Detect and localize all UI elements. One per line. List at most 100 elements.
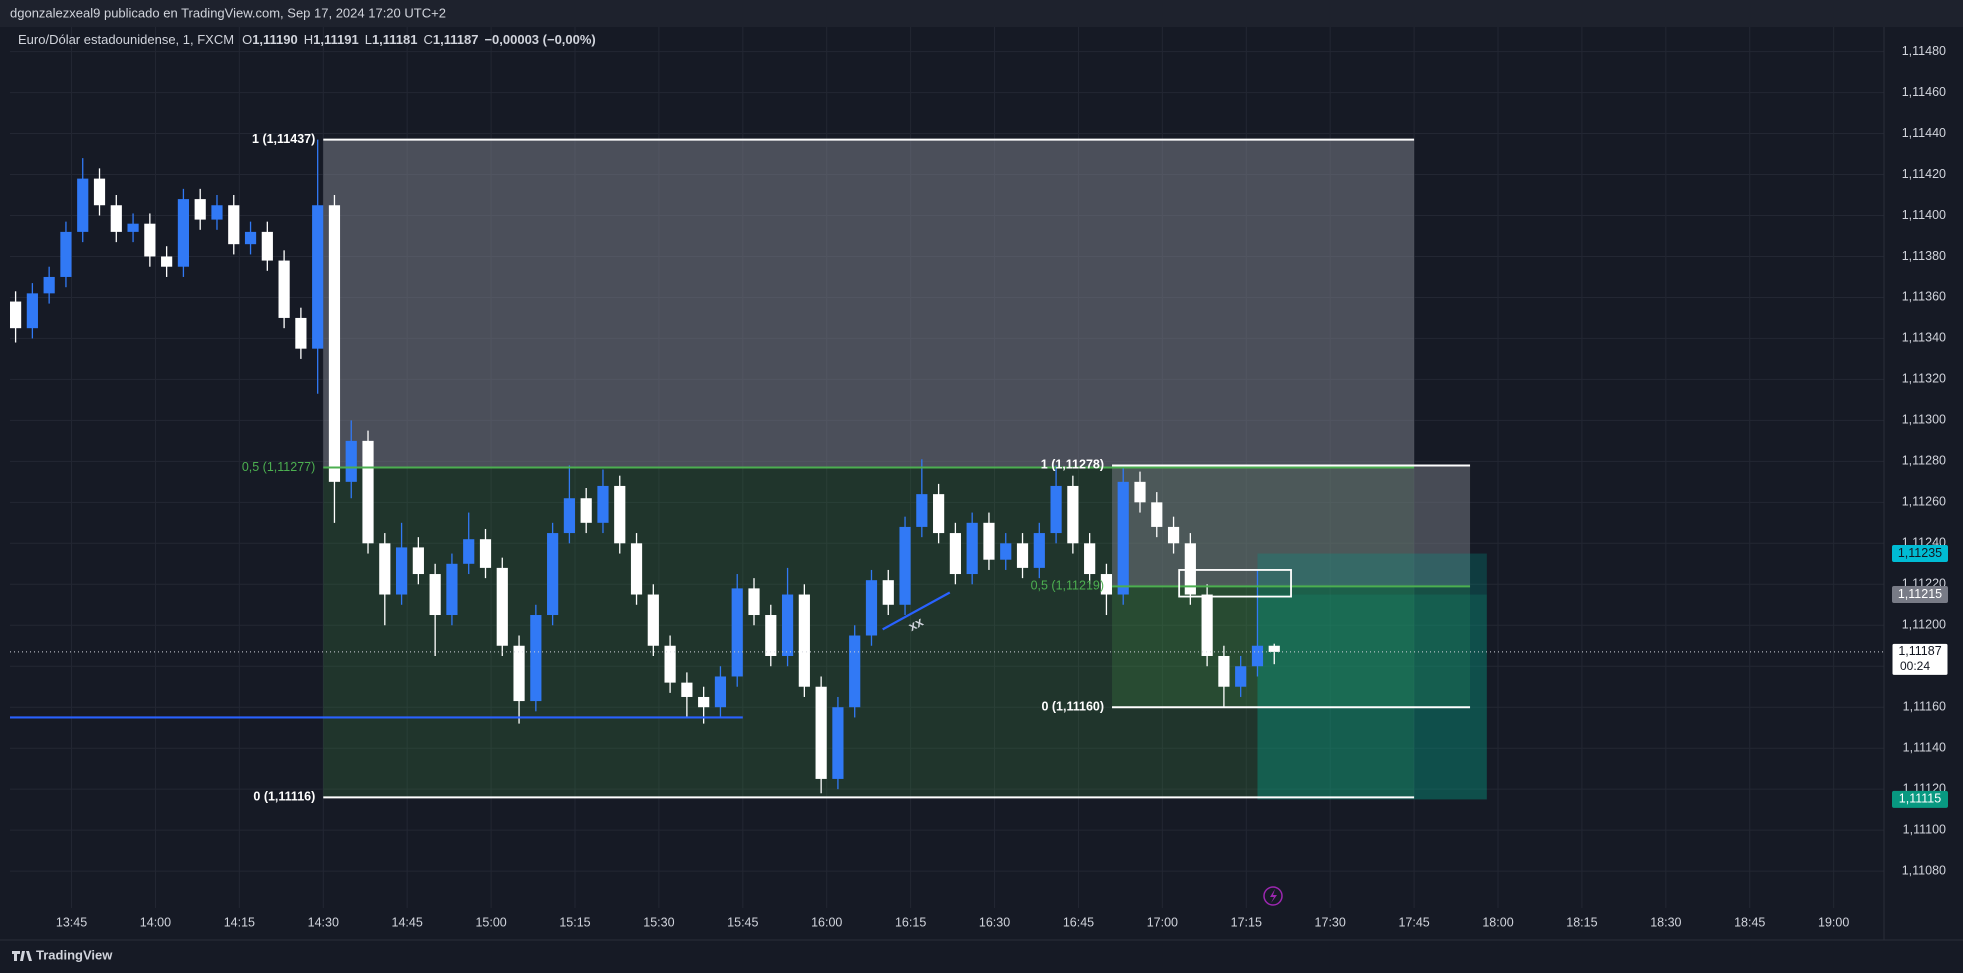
drawn-rect xyxy=(1178,569,1292,598)
candle-body xyxy=(1050,485,1062,534)
x-tick-label: 15:15 xyxy=(559,915,590,929)
candle-body xyxy=(966,522,978,575)
ohlc-value: 1,11181 xyxy=(372,32,418,47)
candle-body xyxy=(43,276,55,294)
candle-body xyxy=(479,539,492,568)
candle-body xyxy=(1067,485,1079,544)
y-tick-label: 1,11420 xyxy=(1902,167,1946,181)
x-tick-label: 18:15 xyxy=(1566,915,1597,929)
candle-body xyxy=(832,707,844,779)
candle-body xyxy=(1084,543,1096,575)
candle-body xyxy=(614,485,626,544)
candle-body xyxy=(312,205,324,349)
candle-body xyxy=(748,588,760,616)
candle-body xyxy=(328,205,341,482)
candle-body xyxy=(1033,533,1045,568)
candle-body xyxy=(647,594,659,646)
position-zone xyxy=(1257,594,1487,800)
ohlc-key: O xyxy=(242,32,252,47)
ohlc-key: H xyxy=(304,32,313,47)
y-tick-label: 1,11340 xyxy=(1902,331,1946,345)
fib-label: 0 (1,11160) xyxy=(1041,700,1104,714)
candle-body xyxy=(630,543,643,595)
y-tick-label: 1,11280 xyxy=(1902,454,1946,468)
price-label: 1,11215 xyxy=(1898,587,1942,601)
fib-label: 1 (1,11437) xyxy=(252,132,315,146)
candle-body xyxy=(1184,543,1196,595)
candle-body xyxy=(731,588,743,677)
attribution: dgonzalezxeal9 publicado en TradingView.… xyxy=(10,5,446,20)
y-tick-label: 1,11300 xyxy=(1902,413,1946,427)
candle-body xyxy=(781,594,794,656)
candle-body xyxy=(580,498,592,523)
candle-body xyxy=(949,533,961,575)
candle-body xyxy=(664,645,676,683)
x-tick-label: 14:15 xyxy=(224,915,255,929)
position-zone xyxy=(1257,553,1487,595)
candle-body xyxy=(714,676,727,708)
symbol: Euro/Dólar estadounidense, 1, FXCM xyxy=(18,32,234,47)
candle-body xyxy=(1117,481,1129,595)
x-tick-label: 13:45 xyxy=(56,915,87,929)
price-label: 1,11235 xyxy=(1898,546,1942,560)
x-tick-label: 18:00 xyxy=(1482,915,1513,929)
x-tick-label: 19:00 xyxy=(1818,915,1849,929)
ohlc-key: L xyxy=(365,32,372,47)
candle-body xyxy=(899,526,911,605)
symbol-header: Euro/Dólar estadounidense, 1, FXCM O1,111… xyxy=(18,32,596,47)
fib-zone xyxy=(323,139,1415,468)
candle-body xyxy=(1251,645,1264,667)
y-tick-label: 1,11380 xyxy=(1902,249,1946,263)
y-tick-label: 1,11260 xyxy=(1902,495,1946,509)
price-label-bg xyxy=(1891,642,1949,676)
candle-body xyxy=(698,696,710,708)
candle-body xyxy=(26,293,38,329)
candle-body xyxy=(93,178,106,206)
candle-body xyxy=(412,547,424,575)
fib-label: 0,5 (1,11277) xyxy=(242,460,315,474)
attribution-bar xyxy=(0,0,1963,27)
candle-body xyxy=(496,567,508,646)
fib-zone xyxy=(1112,586,1471,708)
drawn-line xyxy=(882,591,951,631)
candle-body xyxy=(429,574,441,616)
plot-area: 1 (1,11437) 0,5 (1,11277) 0 (1,11116) 1 (1,… xyxy=(10,27,1884,908)
candle-body xyxy=(865,580,878,636)
candle-body xyxy=(563,498,575,534)
candle-body xyxy=(983,522,995,560)
candle-body xyxy=(1100,574,1113,595)
price-label: 1,11115 xyxy=(1899,792,1941,806)
candle-body xyxy=(530,615,542,702)
candle-body xyxy=(916,494,928,527)
change: −0,00003 (−0,00%) xyxy=(484,32,595,47)
y-tick-label: 1,11140 xyxy=(1903,740,1946,754)
candle-body xyxy=(446,563,458,616)
candle-body xyxy=(849,635,861,708)
candle-body xyxy=(144,223,156,257)
fib-label: 0 (1,11116) xyxy=(253,790,315,804)
price-label-bg xyxy=(1892,586,1948,604)
candle-body xyxy=(547,533,559,616)
price-countdown: 00:24 xyxy=(1900,659,1930,673)
x-tick-label: 14:00 xyxy=(140,915,171,929)
x-tick-label: 16:30 xyxy=(979,915,1010,929)
candle-body xyxy=(177,199,190,267)
x-tick-label: 17:00 xyxy=(1147,915,1178,929)
candle-body xyxy=(194,199,206,220)
alert-icon-bolt xyxy=(1270,889,1277,903)
x-tick-label: 17:15 xyxy=(1231,915,1262,929)
x-tick-label: 16:15 xyxy=(895,915,926,929)
y-tick-label: 1,11440 xyxy=(1902,126,1946,140)
y-tick-label: 1,11080 xyxy=(1902,863,1946,877)
candle-body xyxy=(395,547,408,595)
y-tick-label: 1,11160 xyxy=(1903,700,1946,714)
candle-body xyxy=(295,317,307,349)
candle-body xyxy=(1201,594,1213,656)
ohlc-value: 1,11191 xyxy=(313,32,359,47)
candle-body xyxy=(161,256,173,267)
candle-body xyxy=(1000,543,1012,560)
x-tick-label: 14:45 xyxy=(392,915,423,929)
alert-icon[interactable] xyxy=(1263,886,1283,906)
candle-body xyxy=(211,205,223,220)
ohlc-value: 1,11190 xyxy=(252,32,298,47)
